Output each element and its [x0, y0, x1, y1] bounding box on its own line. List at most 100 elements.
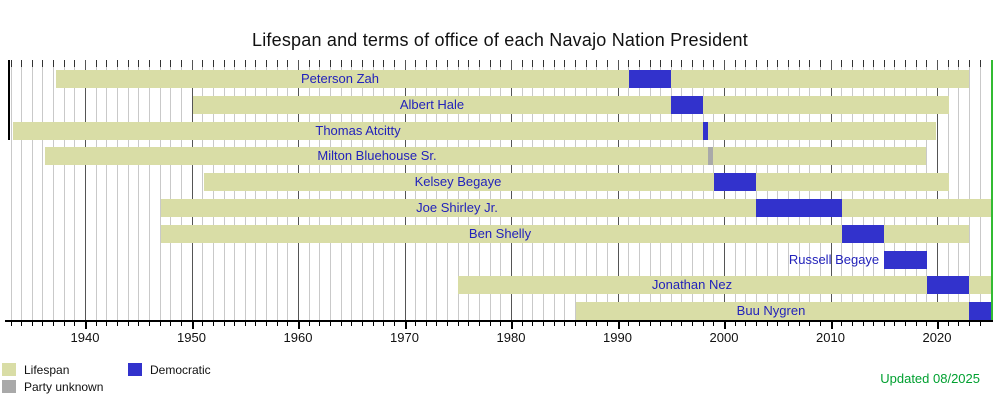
axis-tick-year [447, 322, 449, 326]
axis-tick-year [926, 322, 928, 326]
lifespan-bar [204, 173, 950, 192]
axis-tick-year [117, 322, 118, 326]
axis-tick-year [532, 322, 534, 326]
top-tick [915, 60, 917, 67]
axis-tick-year [596, 322, 598, 326]
axis-tick-year [361, 322, 363, 326]
axis-tick-year [21, 322, 23, 326]
term-bar [926, 276, 970, 295]
axis-tick-year [969, 322, 970, 326]
party-unknown-swatch [2, 380, 16, 393]
grid-line-year [21, 60, 23, 320]
top-tick [500, 60, 502, 67]
grid-line-decade [85, 60, 86, 320]
top-tick [681, 60, 683, 67]
period-start-line [8, 60, 10, 140]
lifespan-swatch [2, 363, 16, 376]
axis-tick-year [883, 322, 885, 326]
axis-tick-year [457, 322, 459, 326]
axis-year-label: 2000 [709, 330, 739, 345]
top-tick [521, 60, 523, 67]
top-tick [202, 60, 204, 67]
top-tick [212, 60, 214, 67]
axis-tick-year [383, 322, 385, 326]
axis-tick-year [95, 322, 97, 326]
grid-line-year [117, 60, 118, 320]
axis-year-label: 1950 [177, 330, 206, 345]
top-tick [713, 60, 715, 67]
axis-tick-year [53, 322, 54, 326]
lifespan-bar [56, 70, 969, 88]
top-tick [766, 60, 768, 67]
top-tick [543, 60, 544, 67]
axis-tick-year [787, 322, 789, 326]
axis-tick-year [756, 322, 757, 326]
democratic-swatch [128, 363, 142, 376]
grid-line-year [31, 60, 33, 320]
axis-tick-year [223, 322, 225, 326]
axis-tick-year [894, 322, 896, 326]
axis-tick-decade [404, 322, 407, 329]
axis-tick-decade [830, 322, 833, 329]
top-tick [660, 60, 662, 67]
grid-line-year [63, 60, 65, 320]
president-name-label: Ben Shelly [468, 225, 532, 241]
grid-line-decade [191, 60, 193, 320]
president-name-label: Albert Hale [399, 96, 465, 112]
top-tick [383, 60, 385, 67]
president-name-label: Milton Bluehouse Sr. [317, 148, 437, 164]
axis-tick-year [777, 322, 779, 326]
axis-tick-year [234, 322, 236, 326]
chart-title: Lifespan and terms of office of each Nav… [252, 30, 748, 50]
top-tick [31, 60, 33, 67]
now-line [990, 60, 993, 322]
grid-line-year [148, 60, 150, 320]
axis-tick-year [745, 322, 747, 326]
axis-tick-year [638, 322, 640, 326]
top-tick [979, 60, 981, 67]
grid-line-year [958, 60, 960, 320]
top-tick [361, 60, 363, 67]
grid-line-year [95, 60, 97, 320]
term-bar [969, 302, 991, 321]
top-tick [638, 60, 640, 67]
axis-tick-year [681, 322, 683, 326]
axis-tick-year [489, 322, 491, 326]
axis-tick-year [106, 322, 108, 326]
axis-tick-year [74, 322, 76, 326]
axis-tick-year [692, 322, 694, 326]
axis-tick-year [351, 322, 353, 326]
axis-tick-year [42, 322, 44, 326]
top-tick [798, 60, 800, 67]
axis-tick-decade [85, 322, 87, 329]
axis-tick-year [660, 322, 662, 326]
top-tick [255, 60, 257, 67]
axis-tick-year [734, 322, 736, 326]
top-tick [649, 60, 651, 67]
lifespan-bar [576, 302, 991, 321]
axis-tick-year [809, 322, 811, 326]
axis-tick-decade [724, 322, 726, 329]
top-tick [138, 60, 140, 67]
top-tick [564, 60, 566, 67]
president-name-label: Buu Nygren [736, 303, 806, 319]
grid-line-year [138, 60, 140, 320]
axis-tick-year [915, 322, 917, 326]
grid-line-year [202, 60, 204, 320]
axis-tick-decade [191, 322, 194, 329]
term-bar [671, 95, 703, 114]
top-tick [223, 60, 225, 67]
axis-tick-year [905, 322, 907, 326]
axis-tick-year [873, 322, 875, 326]
axis-tick-year [393, 322, 395, 326]
axis-tick-year [958, 322, 960, 326]
grid-line-year [170, 60, 172, 320]
top-tick [170, 60, 172, 67]
axis-tick-year [415, 322, 417, 326]
axis-tick-year [851, 322, 853, 326]
top-tick [702, 60, 704, 67]
top-tick [787, 60, 789, 67]
top-tick [777, 60, 779, 67]
axis-tick-year [202, 322, 204, 326]
